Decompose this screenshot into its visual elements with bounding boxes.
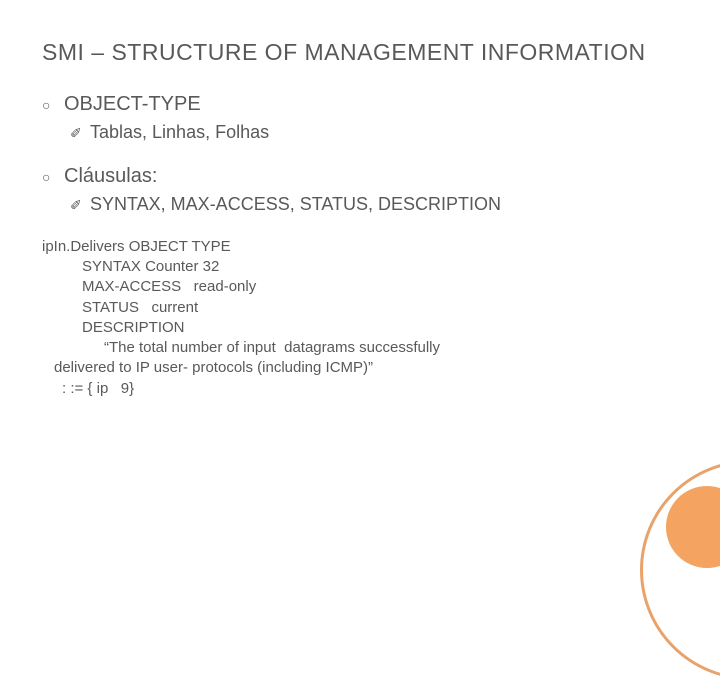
sub-bullet-icon: ✐: [70, 197, 88, 214]
bullet-text: Cláusulas:: [64, 165, 157, 188]
bullet-item: ○ Cláusulas:: [42, 165, 678, 188]
sub-bullet-item: ✐ SYNTAX, MAX-ACCESS, STATUS, DESCRIPTIO…: [70, 194, 678, 215]
code-line: STATUS current: [42, 298, 678, 318]
sub-bullet-text: SYNTAX, MAX-ACCESS, STATUS, DESCRIPTION: [90, 194, 501, 215]
code-block: ipIn.Delivers OBJECT TYPE SYNTAX Counter…: [42, 237, 678, 399]
sub-bullet-text: Tablas, Linhas, Folhas: [90, 122, 269, 143]
code-line: delivered to IP user- protocols (includi…: [42, 358, 678, 378]
sub-bullet-item: ✐ Tablas, Linhas, Folhas: [70, 122, 678, 143]
code-line: SYNTAX Counter 32: [42, 257, 678, 277]
bullet-text: OBJECT-TYPE: [64, 93, 201, 116]
bullet-icon: ○: [42, 169, 58, 185]
code-line: MAX-ACCESS read-only: [42, 277, 678, 297]
sub-bullet-icon: ✐: [70, 125, 88, 142]
code-line: ipIn.Delivers OBJECT TYPE: [42, 237, 678, 257]
bullet-item: ○ OBJECT-TYPE: [42, 93, 678, 116]
corner-decoration: [662, 340, 720, 540]
slide-title: SMI – STRUCTURE OF MANAGEMENT INFORMATIO…: [42, 38, 678, 67]
slide: SMI – STRUCTURE OF MANAGEMENT INFORMATIO…: [0, 0, 720, 540]
code-line: : := { ip 9}: [42, 379, 678, 399]
code-line: DESCRIPTION: [42, 318, 678, 338]
bullet-icon: ○: [42, 97, 58, 113]
code-line: “The total number of input datagrams suc…: [42, 338, 678, 358]
